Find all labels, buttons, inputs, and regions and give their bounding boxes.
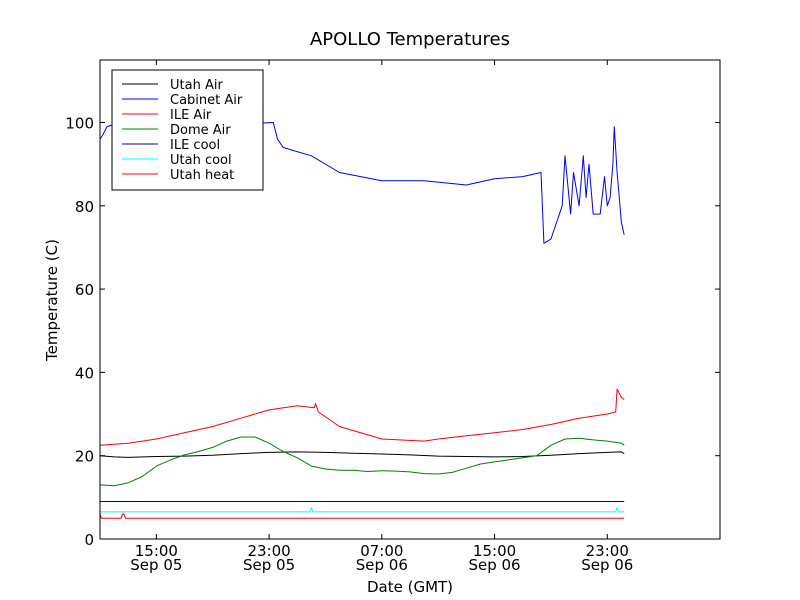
x-tick-label-time: 07:00 xyxy=(360,542,403,560)
x-tick-label-date: Sep 06 xyxy=(468,556,520,574)
legend-entry-label: Utah Air xyxy=(170,78,223,93)
legend-entry-label: Utah cool xyxy=(170,153,232,168)
series-line-utah-heat xyxy=(99,513,625,519)
y-tick-label: 20 xyxy=(75,448,94,466)
y-tick-label: 60 xyxy=(75,281,94,299)
plot-frame xyxy=(99,59,721,540)
x-tick-label-date: Sep 06 xyxy=(581,556,633,574)
y-tick-label: 100 xyxy=(65,114,94,132)
x-tick-label-time: 23:00 xyxy=(586,542,629,560)
legend-box xyxy=(111,69,264,191)
series-line-ile-air xyxy=(99,388,625,446)
x-tick-label-date: Sep 06 xyxy=(356,556,408,574)
series-line-utah-cool xyxy=(100,507,625,513)
x-tick-label-time: 15:00 xyxy=(473,542,516,560)
x-tick-label-date: Sep 05 xyxy=(243,556,295,574)
x-tick-label-time: 15:00 xyxy=(135,542,178,560)
series-line-utah-air xyxy=(99,451,625,458)
legend-entry-label: Dome Air xyxy=(170,123,231,138)
y-tick-label: 80 xyxy=(75,198,94,216)
x-axis-label: Date (GMT) xyxy=(367,578,453,596)
y-axis-label: Temperature (C) xyxy=(43,239,61,362)
x-tick-label-date: Sep 05 xyxy=(130,556,182,574)
chart-title: APOLLO Temperatures xyxy=(310,29,510,50)
legend-entry-label: Utah heat xyxy=(170,168,234,183)
y-tick-label: 0 xyxy=(84,531,94,549)
legend-entry-label: ILE cool xyxy=(170,138,220,153)
series-line-dome-air xyxy=(99,436,625,487)
legend-entry-label: Cabinet Air xyxy=(170,93,243,108)
legend-entry-label: ILE Air xyxy=(170,108,212,123)
x-tick-label-time: 23:00 xyxy=(247,542,290,560)
y-tick-label: 40 xyxy=(75,364,94,382)
